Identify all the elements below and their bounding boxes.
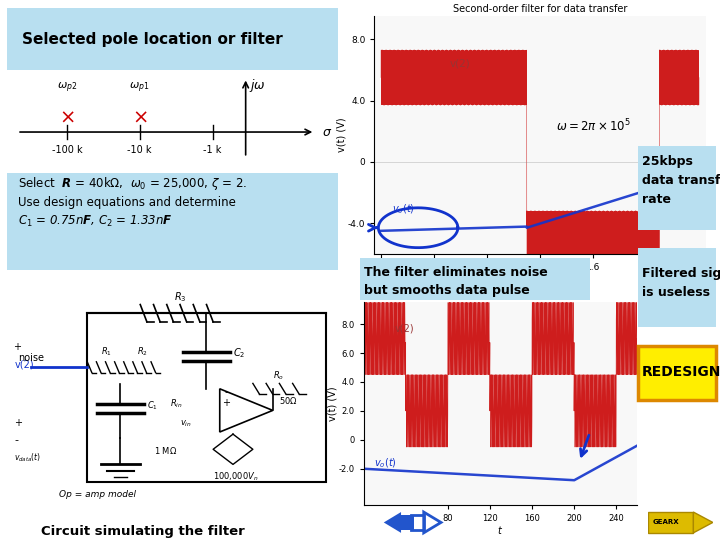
Title: Second-order filter for data transfer: Second-order filter for data transfer: [419, 293, 582, 302]
Text: $v_{data}(t)$: $v_{data}(t)$: [14, 451, 42, 463]
Text: Op = amp model: Op = amp model: [59, 490, 135, 499]
Text: $\omega_{p2}$: $\omega_{p2}$: [57, 80, 77, 95]
Text: $R_3$: $R_3$: [174, 290, 186, 304]
Y-axis label: v(t) (V): v(t) (V): [336, 118, 346, 152]
Text: $R_o$: $R_o$: [273, 369, 284, 381]
Text: noise: noise: [18, 353, 44, 363]
Text: -1 k: -1 k: [203, 145, 222, 156]
Text: $\sigma$: $\sigma$: [322, 125, 332, 139]
Text: $C_1$: $C_1$: [147, 399, 158, 411]
Text: $\omega_{p1}$: $\omega_{p1}$: [130, 80, 150, 95]
Text: -100 k: -100 k: [52, 145, 82, 156]
Text: $\times$: $\times$: [132, 107, 148, 126]
X-axis label: $t$ (ms): $t$ (ms): [525, 273, 555, 286]
Text: 50$\Omega$: 50$\Omega$: [279, 395, 298, 406]
Text: $R_1$: $R_1$: [101, 345, 112, 357]
Text: Selected pole location or filter: Selected pole location or filter: [22, 32, 282, 47]
Text: Filtered signal: Filtered signal: [642, 267, 720, 280]
Text: 1 M$\Omega$: 1 M$\Omega$: [153, 444, 177, 456]
Text: $\omega = 2\pi \times 10^5$: $\omega = 2\pi \times 10^5$: [556, 118, 631, 134]
Text: 100,000$V_n$: 100,000$V_n$: [213, 470, 258, 483]
Text: v(2): v(2): [395, 323, 415, 333]
Bar: [648, 512, 693, 533]
Title: Second-order filter for data transfer: Second-order filter for data transfer: [453, 4, 627, 14]
Text: v(2): v(2): [14, 359, 34, 369]
Text: +: +: [222, 398, 230, 408]
Bar: [87, 313, 325, 482]
Bar: [401, 515, 414, 530]
Text: $\times$: $\times$: [59, 107, 75, 126]
Text: $\boldsymbol{C_1}$ = 0.75n$\boldsymbol{F}$, $\boldsymbol{C_2}$ = 1.33n$\boldsymb: $\boldsymbol{C_1}$ = 0.75n$\boldsymbol{F…: [18, 214, 173, 229]
Text: The filter eliminates noise: The filter eliminates noise: [364, 266, 547, 279]
Text: +: +: [14, 342, 25, 352]
Text: data transfer: data transfer: [642, 174, 720, 187]
Text: +: +: [14, 417, 22, 428]
Text: $v_o(t)$: $v_o(t)$: [392, 202, 415, 216]
Text: -: -: [225, 387, 228, 397]
Text: $C_2$: $C_2$: [233, 346, 246, 360]
Text: v(2): v(2): [450, 59, 471, 69]
Text: $j\omega$: $j\omega$: [249, 77, 266, 93]
Text: Circuit simulating the filter: Circuit simulating the filter: [41, 525, 245, 538]
Text: GEARX: GEARX: [653, 519, 680, 525]
Text: 25kbps: 25kbps: [642, 156, 693, 168]
Polygon shape: [384, 512, 401, 533]
Text: $v_o(t)$: $v_o(t)$: [374, 456, 397, 470]
Text: $R_2$: $R_2$: [137, 345, 148, 357]
Text: $v_{in}$: $v_{in}$: [180, 418, 192, 429]
X-axis label: $t$: $t$: [498, 524, 503, 536]
Text: -: -: [14, 435, 19, 445]
Text: $R_{in}$: $R_{in}$: [170, 397, 183, 409]
Polygon shape: [693, 512, 713, 533]
Text: -10 k: -10 k: [127, 145, 152, 156]
Text: REDESIGN!: REDESIGN!: [642, 364, 720, 379]
Text: rate: rate: [642, 193, 671, 206]
Text: is useless: is useless: [642, 286, 710, 299]
Text: Select  $\boldsymbol{R}$ = 40k$\Omega$,  $\omega_0$ = 25,000, $\zeta$ = 2.: Select $\boldsymbol{R}$ = 40k$\Omega$, $…: [18, 175, 247, 192]
Text: but smooths data pulse: but smooths data pulse: [364, 284, 529, 297]
Y-axis label: v(t) (V): v(t) (V): [327, 386, 337, 421]
Text: Use design equations and determine: Use design equations and determine: [18, 196, 236, 209]
Bar: [410, 515, 423, 530]
